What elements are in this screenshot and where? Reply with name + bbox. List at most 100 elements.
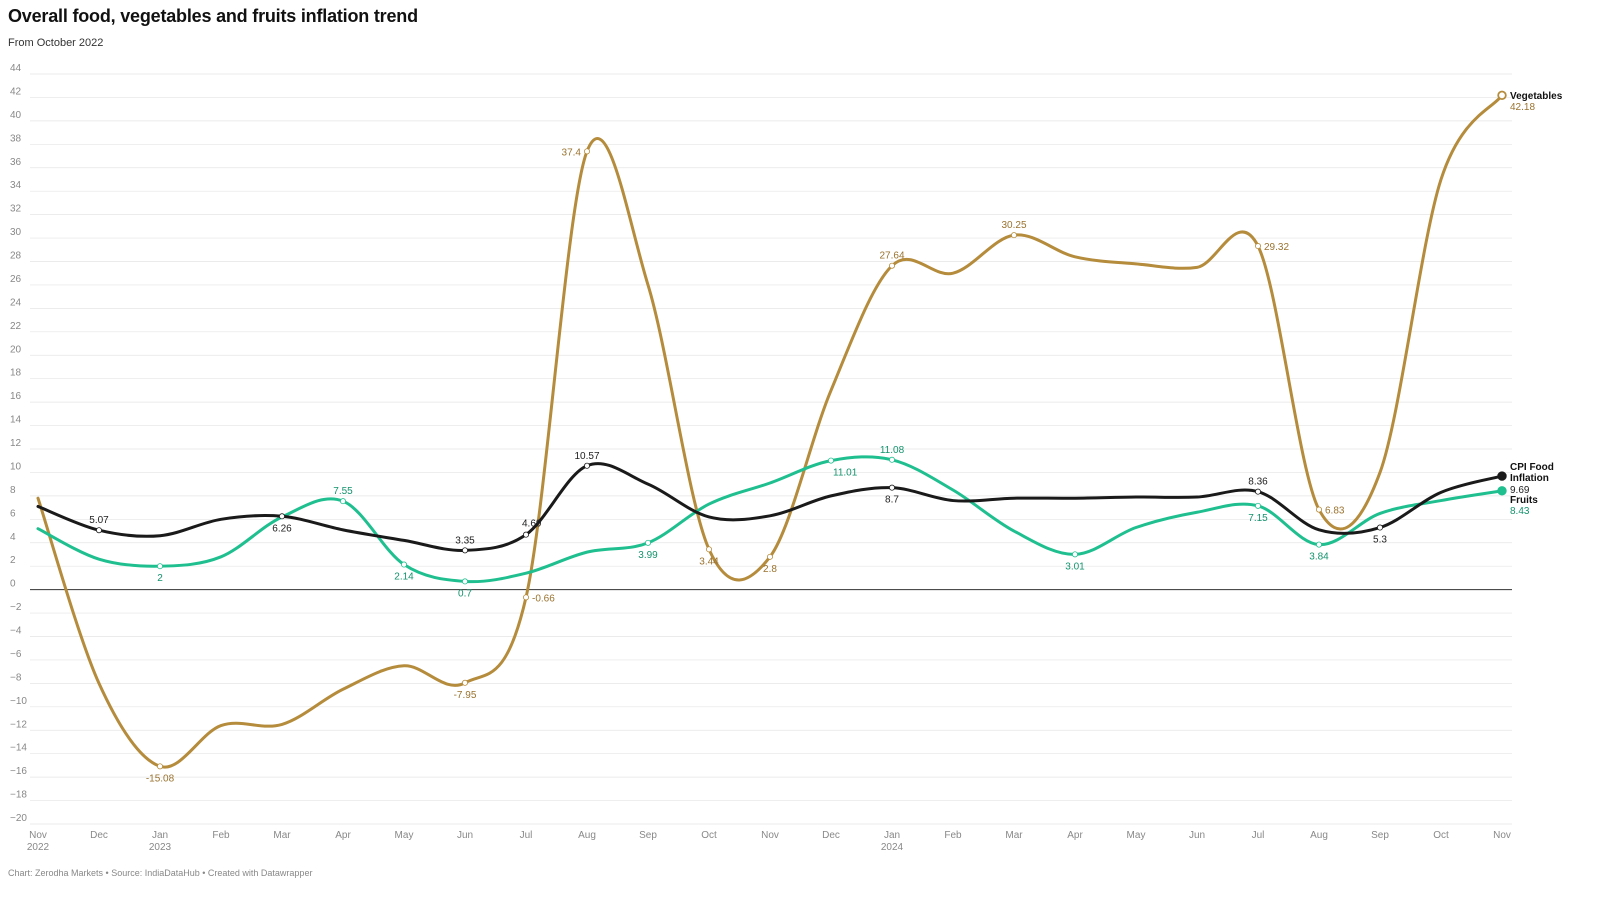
y-tick-label: 4 bbox=[10, 532, 16, 543]
x-tick-label: Sep bbox=[639, 830, 657, 841]
grid bbox=[30, 73, 1512, 825]
x-tick-label: May bbox=[395, 830, 414, 841]
y-tick-label: −20 bbox=[10, 813, 27, 824]
x-tick-label: Jul bbox=[1252, 830, 1265, 841]
data-label-fruits: 3.84 bbox=[1309, 552, 1329, 563]
x-tick-label: Nov bbox=[1493, 830, 1511, 841]
data-point-food bbox=[889, 484, 896, 491]
x-tick-label: Jan bbox=[152, 830, 168, 841]
data-label-vegetables: -0.66 bbox=[532, 593, 555, 604]
data-label-vegetables: 27.64 bbox=[879, 251, 904, 262]
end-point-food bbox=[1497, 471, 1507, 481]
y-tick-label: 42 bbox=[10, 86, 22, 97]
data-label-fruits: 7.15 bbox=[1248, 513, 1268, 524]
x-tick-label: Mar bbox=[273, 830, 291, 841]
x-tick-label: Jan bbox=[884, 830, 900, 841]
y-tick-label: −14 bbox=[10, 743, 27, 754]
data-point-vegetables bbox=[156, 763, 163, 770]
data-point-food bbox=[461, 547, 468, 554]
data-label-food: 8.36 bbox=[1248, 477, 1268, 488]
data-label-vegetables: -7.95 bbox=[454, 690, 477, 701]
y-tick-label: 26 bbox=[10, 274, 22, 285]
y-tick-label: −16 bbox=[10, 766, 27, 777]
data-point-fruits bbox=[828, 457, 835, 464]
x-tick-label: May bbox=[1127, 830, 1146, 841]
y-tick-label: 40 bbox=[10, 110, 22, 121]
y-tick-label: 28 bbox=[10, 251, 22, 262]
x-tick-label: Oct bbox=[701, 830, 717, 841]
end-value-food: 9.69 bbox=[1510, 485, 1530, 496]
end-value-fruits: 8.43 bbox=[1510, 506, 1530, 517]
y-tick-label: −2 bbox=[10, 602, 22, 613]
data-point-vegetables bbox=[584, 148, 591, 155]
x-tick-label: Sep bbox=[1371, 830, 1389, 841]
data-label-vegetables: 3.44 bbox=[699, 556, 719, 567]
data-point-food bbox=[96, 527, 103, 534]
data-point-fruits bbox=[1072, 551, 1079, 558]
x-tick-label: Aug bbox=[578, 830, 596, 841]
y-tick-label: 38 bbox=[10, 133, 22, 144]
data-label-fruits: 2 bbox=[157, 573, 163, 584]
data-label-fruits: 3.01 bbox=[1065, 561, 1085, 572]
data-point-vegetables bbox=[1255, 243, 1262, 250]
end-name-food: CPI Food Inflation bbox=[1510, 462, 1554, 484]
end-value-vegetables: 42.18 bbox=[1510, 102, 1535, 113]
data-point-fruits bbox=[156, 563, 163, 570]
data-point-food bbox=[584, 462, 591, 469]
y-axis: −20−18−16−14−12−10−8−6−4−202468101214161… bbox=[10, 63, 27, 824]
data-label-vegetables: 6.83 bbox=[1325, 506, 1345, 517]
data-label-vegetables: 2.8 bbox=[763, 564, 777, 575]
data-label-food: 5.07 bbox=[89, 515, 109, 526]
y-tick-label: −6 bbox=[10, 649, 22, 660]
y-tick-label: 34 bbox=[10, 180, 22, 191]
data-label-fruits: 2.14 bbox=[394, 572, 414, 583]
y-tick-label: 2 bbox=[10, 555, 16, 566]
data-label-vegetables: 37.4 bbox=[562, 147, 582, 158]
data-point-food bbox=[1255, 488, 1262, 495]
y-tick-label: −12 bbox=[10, 719, 27, 730]
x-tick-label: Nov bbox=[761, 830, 779, 841]
y-tick-label: 32 bbox=[10, 204, 22, 215]
data-label-fruits: 11.08 bbox=[880, 445, 905, 456]
x-tick-label: Apr bbox=[335, 830, 351, 841]
chart-subtitle: From October 2022 bbox=[8, 37, 104, 49]
y-tick-label: −18 bbox=[10, 790, 27, 801]
data-point-food bbox=[523, 531, 530, 538]
end-name-fruits: Fruits bbox=[1510, 495, 1538, 506]
x-tick-label: Aug bbox=[1310, 830, 1328, 841]
x-tick-label: Feb bbox=[944, 830, 962, 841]
x-tick-label: Feb bbox=[212, 830, 230, 841]
x-tick-label: Oct bbox=[1433, 830, 1449, 841]
data-label-vegetables: -15.08 bbox=[146, 773, 175, 784]
y-tick-label: −8 bbox=[10, 672, 22, 683]
x-tick-year: 2023 bbox=[149, 842, 172, 853]
series-lines bbox=[36, 90, 1507, 769]
data-label-food: 6.26 bbox=[272, 523, 292, 534]
y-tick-label: 30 bbox=[10, 227, 22, 238]
x-tick-label: Dec bbox=[90, 830, 108, 841]
y-tick-label: 8 bbox=[10, 485, 16, 496]
data-point-vegetables bbox=[1316, 506, 1323, 513]
end-point-vegetables bbox=[1497, 90, 1507, 101]
data-point-fruits bbox=[461, 578, 468, 585]
x-tick-label: Jun bbox=[1189, 830, 1205, 841]
data-point-food bbox=[1377, 524, 1384, 531]
y-tick-label: 20 bbox=[10, 344, 22, 355]
data-point-vegetables bbox=[706, 546, 713, 553]
data-point-fruits bbox=[645, 539, 652, 546]
data-point-vegetables bbox=[523, 594, 530, 601]
data-point-fruits bbox=[1255, 502, 1262, 509]
data-label-fruits: 3.99 bbox=[638, 550, 658, 561]
end-name-vegetables: Vegetables bbox=[1510, 91, 1563, 102]
data-label-food: 4.69 bbox=[522, 519, 542, 530]
data-point-food bbox=[278, 513, 285, 520]
data-label-fruits: 11.01 bbox=[833, 468, 858, 479]
series-line-food bbox=[36, 462, 1504, 552]
y-tick-label: 22 bbox=[10, 321, 22, 332]
data-label-vegetables: 30.25 bbox=[1001, 220, 1026, 231]
y-tick-label: 14 bbox=[10, 415, 22, 426]
y-tick-label: −10 bbox=[10, 696, 27, 707]
data-labels: -15.08 -7.95 -0.66 37.4 3.44 2.8 27.64 30.25 2 9.… bbox=[89, 91, 1562, 784]
data-point-fruits bbox=[339, 498, 346, 505]
data-point-fruits bbox=[400, 561, 407, 568]
